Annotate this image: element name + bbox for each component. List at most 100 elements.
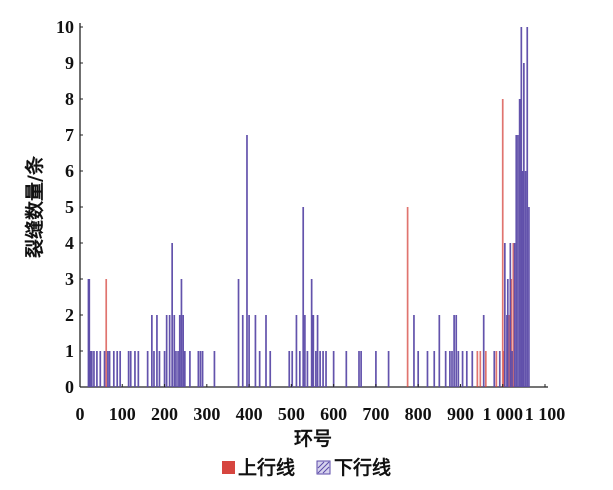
bar-up [406,207,409,387]
bar-down [88,279,91,387]
bars [87,27,530,387]
bar-down [332,351,335,387]
x-tick-label: 1 100 [525,404,566,424]
bar-down [175,351,177,387]
bar-down [258,351,261,387]
bar-down [455,315,458,387]
y-tick-label: 7 [65,125,74,145]
bar-down [291,351,294,387]
bar-up [479,351,482,387]
bar-down [201,351,204,387]
bar-down [103,351,106,387]
bar-down [322,351,324,387]
bar-down [315,351,317,387]
bar-down [413,315,415,387]
bar-down [171,243,173,387]
bar-down [433,351,436,387]
x-tick-label: 800 [405,404,432,424]
x-tick-label: 700 [362,404,389,424]
bar-down [471,351,474,387]
bar-down [465,351,468,387]
bar-down [498,351,501,387]
legend-swatch-hatch-3 [322,466,330,474]
bar-down [509,243,512,387]
bar-down [375,351,377,387]
bar-down [254,315,257,387]
bar-up [508,315,510,387]
bar-down [158,351,161,387]
y-axis-title: 裂缝数量/条 [23,155,46,258]
bar-down [453,315,455,387]
y-tick-label: 10 [56,17,74,37]
bar-down [199,351,202,387]
bar-down [517,135,519,387]
bar-down [173,315,176,387]
bar-down [493,351,496,387]
bar-down [503,243,506,387]
bar-down [246,135,248,387]
bar-down [298,351,301,387]
bar-down [513,243,516,387]
bar-up [495,351,498,387]
bar-down [511,351,513,387]
legend-label-down: 下行线 [334,456,391,479]
bar-down [310,279,313,387]
bar-down [523,63,525,387]
y-tick-label: 2 [65,305,74,325]
bar-down [521,171,524,387]
x-tick-label: 900 [447,404,474,424]
bar-down [180,279,183,387]
bar-down [119,351,122,387]
bar-down [316,315,319,387]
bar-down [241,315,244,387]
bar-down [265,315,267,387]
bar-down [312,315,315,387]
bar-down [178,315,181,387]
bar-down [127,351,130,387]
bar-up [512,243,515,387]
legend-label-up: 上行线 [238,456,295,479]
bar-down [451,351,453,387]
bar-down [444,351,447,387]
bar-down [528,207,530,387]
bar-down [269,351,272,387]
bar-down [449,351,451,387]
x-tick-label: 0 [76,404,85,424]
bar-down [237,279,240,387]
bar-down [345,351,348,387]
y-tick-label: 8 [65,89,74,109]
legend-swatch-hatch-2 [317,461,325,469]
bar-down [438,315,441,387]
bar-down [304,315,306,387]
bar-down [112,351,115,387]
bar-up [501,99,504,387]
bar-down [134,351,136,387]
y-tick-label: 5 [65,197,74,217]
bar-down [197,351,200,387]
bar-down [137,351,140,387]
x-tick-label: 100 [109,404,136,424]
bar-down [99,351,102,387]
bar-down [90,351,93,387]
x-tick-label: 300 [193,404,220,424]
y-tick-label: 4 [65,233,74,253]
y-tick-label: 1 [65,341,74,361]
bar-down [156,315,158,387]
bar-down [518,99,521,387]
x-axis-title: 环号 [294,428,332,450]
bar-down [165,315,168,387]
bar-down [168,315,171,387]
bar-down [515,135,518,387]
bar-down [360,351,362,387]
bar-down [288,351,291,387]
bar-down [177,351,179,387]
bar-down [163,351,166,387]
bar-down [151,315,153,387]
x-tick-label: 500 [278,404,305,424]
legend-swatch-up [222,461,235,474]
y-tick-label: 6 [65,161,74,181]
bar-down [153,351,155,387]
bar-down [182,315,184,387]
